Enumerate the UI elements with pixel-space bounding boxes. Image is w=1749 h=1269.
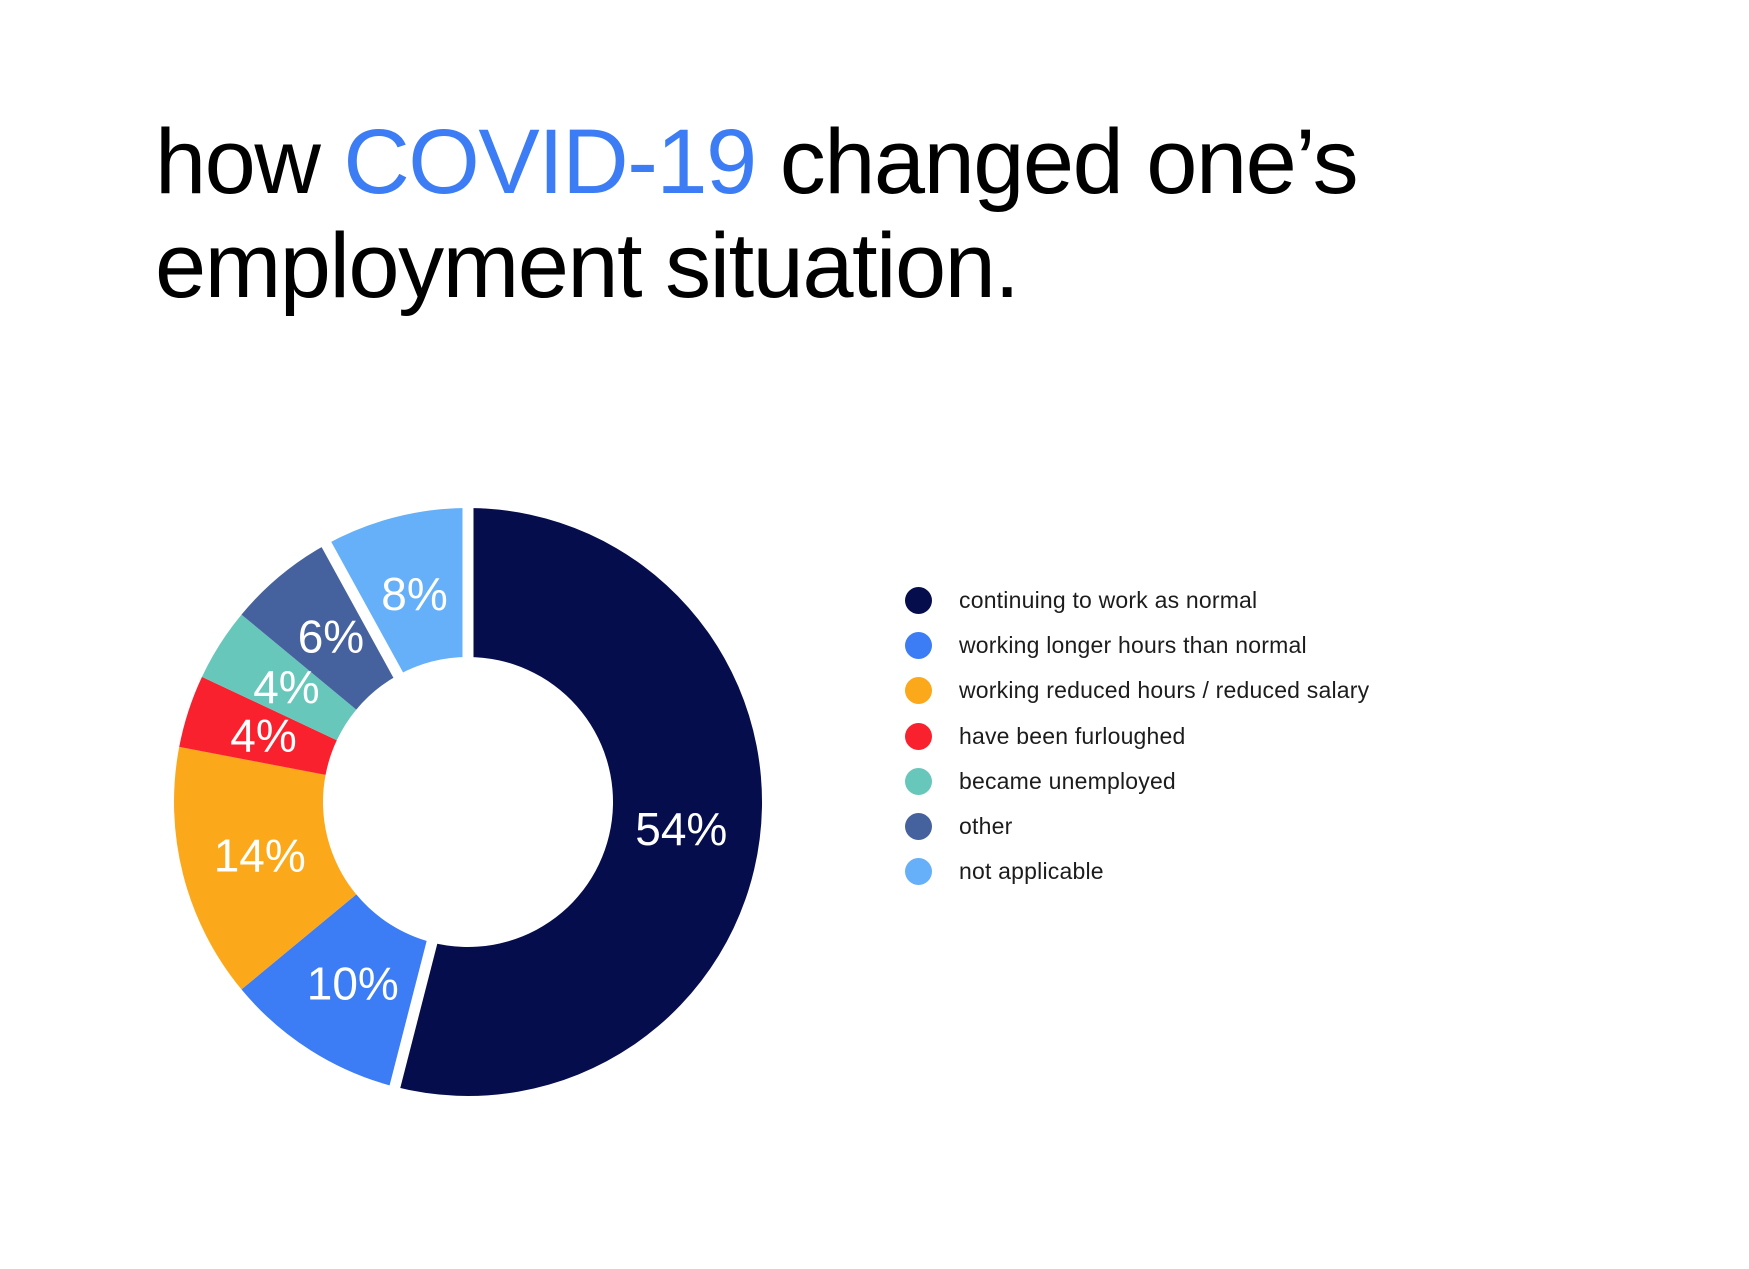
legend-dot xyxy=(905,677,932,705)
legend-dot xyxy=(905,587,932,615)
donut-slice-4 xyxy=(179,676,337,775)
donut-slice-2 xyxy=(241,894,432,1087)
donut-slice-5 xyxy=(201,614,357,741)
legend-dot xyxy=(905,858,932,886)
donut-slice-6 xyxy=(241,544,399,710)
slice-label: 4% xyxy=(230,710,296,762)
legend-item: continuing to work as normal xyxy=(905,578,1369,623)
slice-separator xyxy=(316,532,411,692)
legend-label: working longer hours than normal xyxy=(959,632,1307,659)
legend-item: other xyxy=(905,804,1369,849)
donut-slice-1 xyxy=(394,508,763,1096)
legend-label: became unemployed xyxy=(959,767,1176,794)
slice-separator xyxy=(387,925,442,1098)
legend-dot xyxy=(905,767,932,795)
slice-label: 54% xyxy=(635,803,727,855)
legend: continuing to work as normal working long… xyxy=(905,578,1369,894)
legend-item: working longer hours than normal xyxy=(905,623,1369,668)
legend-item: working reduced hours / reduced salary xyxy=(905,668,1369,713)
legend-item: not applicable xyxy=(905,849,1369,894)
title-line2: employment situation. xyxy=(155,215,1020,317)
title-post: changed one’s xyxy=(755,111,1359,213)
slice-label: 6% xyxy=(298,610,364,662)
donut-slice-7 xyxy=(326,508,468,675)
slice-label: 10% xyxy=(307,958,399,1010)
legend-label: have been furloughed xyxy=(959,722,1186,749)
legend-label: continuing to work as normal xyxy=(959,587,1258,614)
slice-label: 4% xyxy=(253,661,319,713)
chart-title: how COVID-19 changed one’s employment sit… xyxy=(155,110,1359,318)
legend-label: working reduced hours / reduced salary xyxy=(959,677,1370,704)
legend-item: have been furloughed xyxy=(905,714,1369,759)
legend-item: became unemployed xyxy=(905,759,1369,804)
title-pre: how xyxy=(155,111,344,213)
legend-label: other xyxy=(959,813,1013,840)
slice-label: 14% xyxy=(214,829,306,881)
legend-dot xyxy=(905,722,932,750)
slice-label: 8% xyxy=(381,568,447,620)
title-highlight: COVID-19 xyxy=(343,111,757,213)
legend-dot xyxy=(905,813,932,841)
legend-label: not applicable xyxy=(959,858,1104,885)
donut-slice-3 xyxy=(174,746,357,990)
legend-dot xyxy=(905,632,932,660)
